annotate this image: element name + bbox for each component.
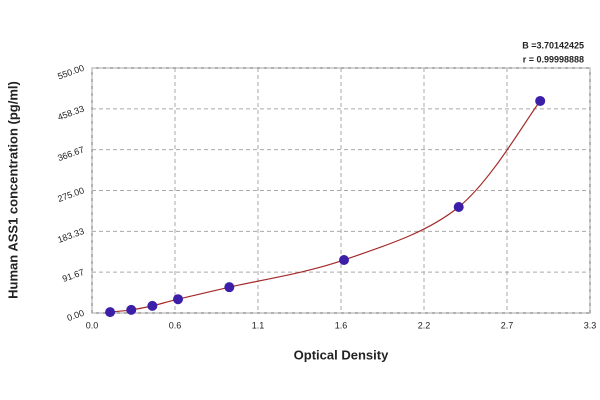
x-tick-label: 1.6 xyxy=(335,320,348,330)
data-point xyxy=(224,282,235,293)
y-tick-label: 91.67 xyxy=(61,267,86,284)
annotation: B =3.70142425 xyxy=(522,40,584,50)
x-tick-label: 1.1 xyxy=(252,320,265,330)
data-point xyxy=(173,294,184,305)
annotation: r = 0.99998888 xyxy=(523,54,584,64)
y-tick-label: 275.00 xyxy=(56,185,85,204)
data-point xyxy=(453,201,464,212)
y-tick-label: 458.33 xyxy=(56,104,85,123)
y-axis-title: Human ASS1 concentration (pg/ml) xyxy=(5,81,20,299)
x-tick-label: 2.2 xyxy=(418,320,431,330)
y-tick-label: 0.00 xyxy=(66,308,86,323)
data-point xyxy=(339,254,350,265)
y-tick-label: 183.33 xyxy=(56,226,85,245)
data-point xyxy=(147,300,158,311)
x-tick-label: 0.0 xyxy=(86,320,99,330)
data-point xyxy=(535,95,546,106)
x-tick-label: 3.3 xyxy=(584,320,597,330)
x-tick-label: 0.6 xyxy=(169,320,182,330)
data-point xyxy=(126,304,137,315)
y-tick-label: 550.00 xyxy=(56,63,85,82)
x-tick-label: 2.7 xyxy=(501,320,514,330)
data-point xyxy=(105,307,116,318)
y-tick-label: 366.67 xyxy=(56,144,85,163)
x-axis-title: Optical Density xyxy=(294,347,389,362)
